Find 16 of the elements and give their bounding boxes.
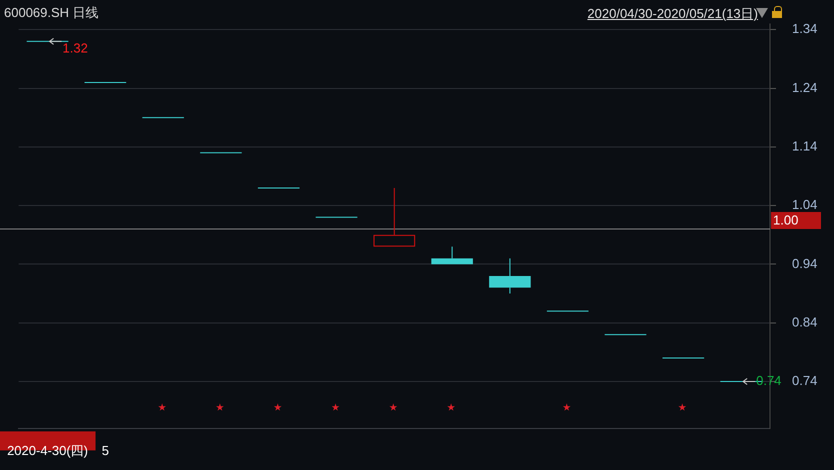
chart-subtitle: 2020/04/30-2020/05/21(13日) [587, 5, 758, 23]
ref-line-label: 1.00 [773, 212, 798, 228]
candlestick [489, 258, 531, 294]
annotation: 0.74 [756, 373, 782, 388]
x-tick-label: 5 [102, 442, 109, 458]
y-tick-label: 0.84 [792, 314, 818, 330]
y-tick-label: 0.74 [792, 373, 818, 388]
annotation: 1.32 [62, 40, 88, 56]
y-tick-label: 0.94 [792, 256, 818, 271]
y-tick-label: 1.24 [792, 80, 818, 95]
candlestick [374, 187, 416, 247]
y-tick-label: 1.04 [792, 197, 818, 212]
candlestick [431, 246, 473, 264]
y-tick-label: 1.34 [792, 21, 818, 36]
y-tick-label: 1.14 [792, 138, 818, 154]
chart-title: 600069.SH 日线 [4, 4, 99, 22]
